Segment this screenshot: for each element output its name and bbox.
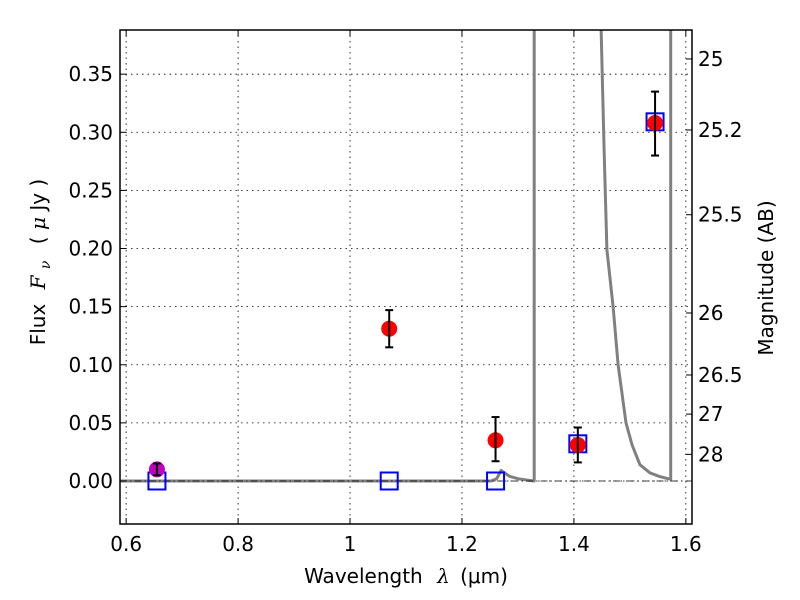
model-square-marker [486,471,506,491]
y-axis-label-symbol: F [26,274,50,290]
y-tick-label: 0.00 [68,469,113,493]
x-tick-label: 1.2 [446,532,478,556]
y2-axis-label: Magnitude (AB) [754,200,778,355]
x-axis-label-prefix: Wavelength [304,564,423,588]
y-tick-label: 0.30 [68,120,113,144]
y-axis-label-unit-rest: Jy ) [26,179,50,213]
y2-tick-label: 25.5 [698,203,743,227]
y2-tick-label: 26 [698,301,723,325]
x-tick-label: 0.8 [222,532,254,556]
model-square-marker [379,471,399,491]
y-axis-label-unit-mu: μ [26,217,50,230]
x-axis-label-unit: (μm) [460,564,508,588]
x-tick-label: 1.4 [558,532,590,556]
y2-tick-label: 26.5 [698,363,743,387]
y2-tick-label: 25 [698,47,723,71]
y-tick-label: 0.35 [68,62,113,86]
y2-tick-label: 28 [698,442,723,466]
x-tick-label: 1 [344,532,357,556]
sed-model-segment-2 [599,30,673,481]
x-tick-label: 1.6 [670,532,702,556]
y-tick-label: 0.10 [68,353,113,377]
x-axis-label-symbol: λ [436,564,450,588]
x-axis-label: Wavelength λ (μm) [304,564,508,588]
y-axis-label-unit-open: ( [26,230,50,244]
y-tick-label: 0.15 [68,295,113,319]
y2-tick-label: 25.2 [698,118,743,142]
x-tick-label: 0.6 [110,532,142,556]
plot-area [120,30,692,524]
y2-tick-label: 27 [698,402,723,426]
y-axis-label-subscript: ν [38,260,54,269]
y-axis-label-prefix: Flux [26,304,50,346]
y-axis-label: Flux F ν ( μ Jy ) [26,179,55,346]
y-tick-label: 0.25 [68,178,113,202]
y-tick-label: 0.05 [68,411,113,435]
tick-labels: 0.6 0.8 1 1.2 1.4 1.6 0.00 0.05 0.10 0.15 0.20 0.25… [68,47,742,556]
data-markers [147,90,665,491]
y-tick-label: 0.20 [68,237,113,261]
axis-ticks [120,30,692,524]
axes-frame [119,29,693,525]
